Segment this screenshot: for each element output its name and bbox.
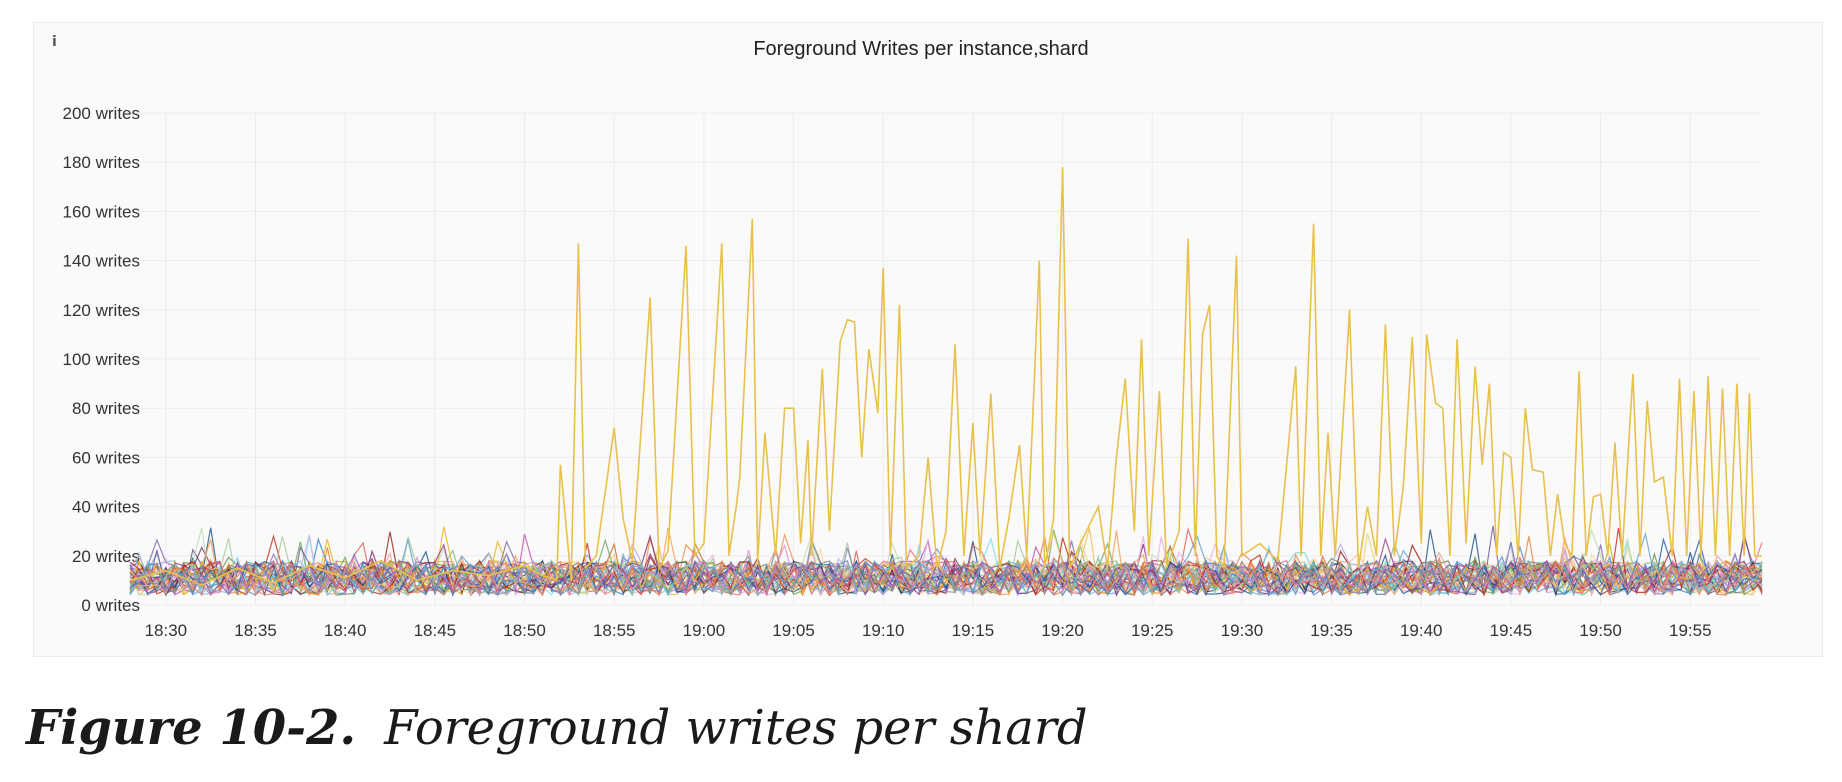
highlight-series (129, 167, 1762, 587)
figure-label: Figure 10-2. (26, 700, 357, 756)
x-tick-label: 18:30 (145, 621, 188, 640)
y-tick-label: 100 writes (63, 350, 140, 369)
x-tick-label: 19:55 (1669, 621, 1712, 640)
y-axis: 0 writes 20 writes 40 writes 60 writes 80 wr… (63, 104, 140, 615)
x-tick-label: 19:40 (1400, 621, 1443, 640)
y-tick-label: 180 writes (63, 153, 140, 172)
x-tick-label: 19:50 (1579, 621, 1622, 640)
y-tick-label: 60 writes (72, 448, 140, 467)
y-tick-label: 200 writes (63, 104, 140, 123)
y-tick-label: 80 writes (72, 399, 140, 418)
x-tick-label: 19:05 (772, 621, 815, 640)
figure-caption: Figure 10-2. Foreground writes per shard (26, 700, 1088, 756)
background-series-line (129, 525, 1763, 597)
x-tick-label: 18:40 (324, 621, 367, 640)
background-series-line (129, 543, 1763, 597)
x-axis: 18:30 18:35 18:40 18:45 18:50 18:55 19:00 19:05… (145, 621, 1712, 640)
y-tick-label: 120 writes (63, 301, 140, 320)
highlight-series-line (129, 167, 1762, 587)
x-tick-label: 18:55 (593, 621, 636, 640)
figure-caption-text: Foreground writes per shard (384, 700, 1088, 756)
info-icon[interactable]: i (52, 34, 57, 50)
background-series-line (129, 531, 1763, 597)
x-tick-label: 19:45 (1490, 621, 1533, 640)
x-tick-label: 19:20 (1041, 621, 1084, 640)
y-tick-label: 160 writes (63, 202, 140, 221)
y-tick-label: 0 writes (81, 596, 140, 615)
chart-title: Foreground Writes per instance,shard (753, 38, 1089, 60)
x-tick-label: 18:50 (503, 621, 546, 640)
x-tick-label: 19:35 (1310, 621, 1353, 640)
x-tick-label: 18:35 (234, 621, 277, 640)
x-tick-label: 19:15 (952, 621, 995, 640)
x-tick-label: 19:10 (862, 621, 905, 640)
y-tick-label: 40 writes (72, 498, 140, 517)
y-tick-label: 20 writes (72, 547, 140, 566)
x-tick-label: 19:25 (1131, 621, 1174, 640)
y-tick-label: 140 writes (63, 252, 140, 271)
x-tick-label: 18:45 (414, 621, 457, 640)
x-tick-label: 19:30 (1221, 621, 1264, 640)
chart-panel (33, 22, 1823, 657)
x-tick-label: 19:00 (683, 621, 726, 640)
